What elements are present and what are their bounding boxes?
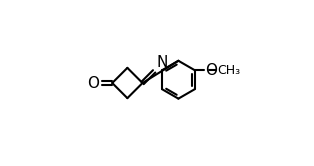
- Text: O: O: [88, 76, 100, 90]
- Text: O: O: [205, 63, 217, 78]
- Text: CH₃: CH₃: [217, 64, 240, 77]
- Text: N: N: [156, 55, 167, 70]
